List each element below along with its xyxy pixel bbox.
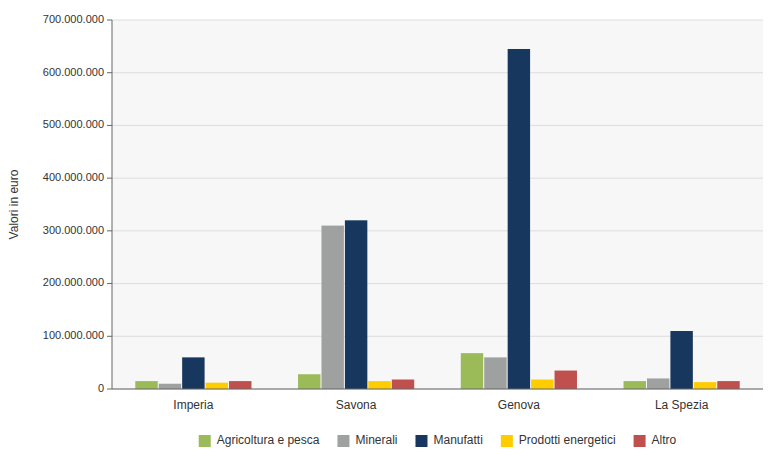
bar: [717, 381, 739, 389]
tick-mark: [107, 125, 112, 126]
legend-swatch: [337, 435, 349, 447]
series: [206, 380, 717, 389]
legend-item: Minerali: [337, 433, 397, 447]
bar: [229, 381, 251, 389]
y-axis-line: [112, 20, 113, 389]
legend-swatch: [501, 435, 513, 447]
series: [159, 226, 670, 389]
legend-item: Manufatti: [415, 433, 482, 447]
x-axis-line: [112, 389, 763, 390]
category-label: Imperia: [173, 398, 213, 412]
bar: [368, 381, 390, 389]
tick-label: 600.000.000: [43, 66, 104, 78]
bar: [694, 382, 716, 389]
chart-svg: 0 100.000.000 200.000.000 300.000.000 400.00…: [0, 0, 783, 469]
bar: [461, 353, 483, 389]
grid-line: [112, 230, 763, 231]
bar: [624, 381, 646, 389]
bar: [484, 357, 506, 389]
grid-line: [112, 389, 763, 390]
bar: [206, 383, 228, 389]
legend-label: Manufatti: [433, 433, 482, 447]
bar: [670, 331, 692, 389]
tick-label: 0: [98, 382, 104, 394]
tick-mark: [107, 336, 112, 337]
tick-label: 300.000.000: [43, 224, 104, 236]
grid-line: [112, 72, 763, 73]
legend-label: Minerali: [355, 433, 397, 447]
legend-item: Agricoltura e pesca: [199, 433, 320, 447]
grid-line: [112, 125, 763, 126]
tick-mark: [107, 283, 112, 284]
grid-line: [112, 283, 763, 284]
legend-item: Prodotti energetici: [501, 433, 616, 447]
grid-line: [112, 178, 763, 179]
bar: [531, 380, 553, 389]
bar: [298, 374, 320, 389]
bars: [135, 49, 739, 389]
bar: [135, 381, 157, 389]
tick-label: 100.000.000: [43, 329, 104, 341]
legend-label: Prodotti energetici: [519, 433, 616, 447]
category-label: Genova: [498, 398, 540, 412]
legend-item: Altro: [634, 433, 677, 447]
legend: Agricoltura e pesca Minerali Manufatti Prod…: [199, 433, 677, 447]
series: [229, 371, 740, 389]
tick-mark: [107, 389, 112, 390]
legend-swatch: [415, 435, 427, 447]
legend-label: Altro: [652, 433, 677, 447]
tick-label: 500.000.000: [43, 118, 104, 130]
tick-mark: [107, 230, 112, 231]
plot-background: [112, 20, 763, 389]
grid-line: [112, 336, 763, 337]
y-axis-label: Valori in euro: [7, 169, 21, 239]
bar: [392, 380, 414, 389]
bar: [345, 220, 367, 389]
grid: [112, 20, 763, 389]
y-axis: 0 100.000.000 200.000.000 300.000.000 400.00…: [43, 13, 112, 394]
legend-swatch: [199, 435, 211, 447]
x-axis: Imperia Savona Genova La Spezia: [173, 398, 708, 412]
bar: [321, 226, 343, 389]
tick-mark: [107, 20, 112, 21]
series: [135, 353, 646, 389]
bar: [159, 384, 181, 389]
legend-label: Agricoltura e pesca: [217, 433, 320, 447]
category-label: Savona: [336, 398, 377, 412]
tick-mark: [107, 72, 112, 73]
bar: [508, 49, 530, 389]
chart-container: 0 100.000.000 200.000.000 300.000.000 400.00…: [0, 0, 783, 469]
tick-label: 200.000.000: [43, 276, 104, 288]
category-label: La Spezia: [655, 398, 709, 412]
tick-label: 400.000.000: [43, 171, 104, 183]
bar: [555, 371, 577, 389]
bar: [647, 378, 669, 389]
grid-line: [112, 20, 763, 21]
legend-swatch: [634, 435, 646, 447]
series: [182, 49, 693, 389]
tick-label: 700.000.000: [43, 13, 104, 25]
tick-mark: [107, 178, 112, 179]
bar: [182, 357, 204, 389]
